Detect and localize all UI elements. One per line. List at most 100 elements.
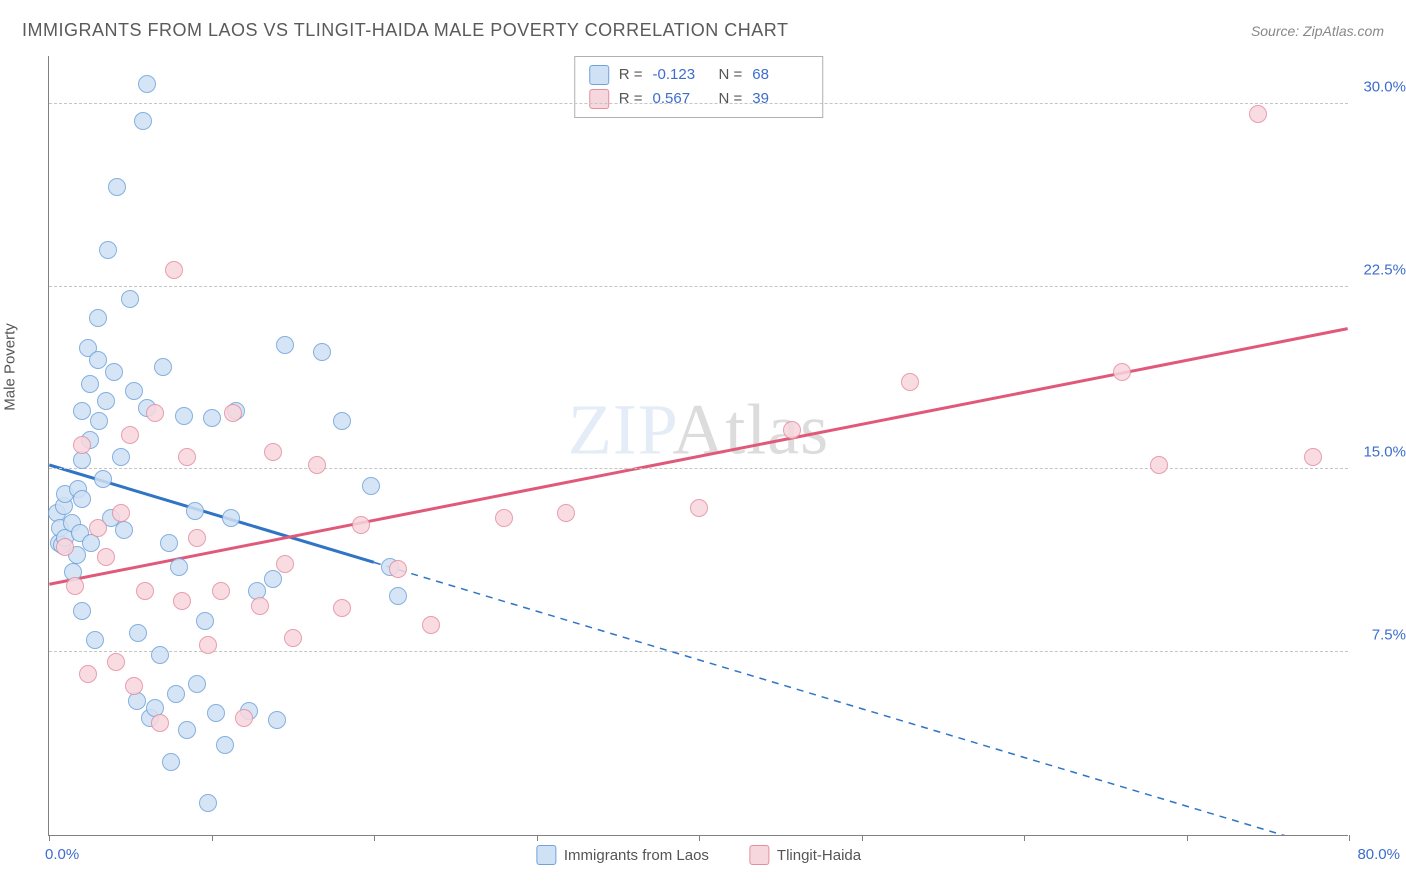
source-prefix: Source: (1251, 23, 1303, 39)
x-tick (1349, 835, 1350, 841)
data-point-tlingit (1113, 363, 1131, 381)
chart-title: IMMIGRANTS FROM LAOS VS TLINGIT-HAIDA MA… (22, 20, 788, 41)
data-point-laos (160, 534, 178, 552)
data-point-laos (97, 392, 115, 410)
watermark-zip: ZIP (568, 389, 672, 469)
x-tick (1024, 835, 1025, 841)
data-point-tlingit (284, 629, 302, 647)
data-point-tlingit (352, 516, 370, 534)
data-point-tlingit (901, 373, 919, 391)
data-point-tlingit (276, 555, 294, 573)
data-point-tlingit (97, 548, 115, 566)
y-tick-label: 15.0% (1363, 444, 1406, 461)
legend-swatch-tlingit (749, 845, 769, 865)
data-point-laos (162, 753, 180, 771)
data-point-tlingit (1304, 448, 1322, 466)
data-point-laos (186, 502, 204, 520)
data-point-laos (138, 75, 156, 93)
data-point-tlingit (173, 592, 191, 610)
x-tick (862, 835, 863, 841)
x-tick (212, 835, 213, 841)
y-tick-label: 7.5% (1372, 627, 1406, 644)
data-point-laos (81, 375, 99, 393)
data-point-tlingit (235, 709, 253, 727)
data-point-laos (199, 794, 217, 812)
correlation-stats-box: R = -0.123 N = 68 R = 0.567 N = 39 (574, 56, 824, 118)
data-point-tlingit (151, 714, 169, 732)
n-value-tlingit: 39 (752, 87, 808, 111)
watermark-atlas: Atlas (672, 389, 829, 469)
data-point-tlingit (308, 456, 326, 474)
data-point-laos (276, 336, 294, 354)
data-point-laos (178, 721, 196, 739)
x-tick (374, 835, 375, 841)
data-point-laos (188, 675, 206, 693)
gridline (49, 103, 1348, 104)
legend-item-laos: Immigrants from Laos (536, 845, 709, 865)
scatter-chart: ZIPAtlas R = -0.123 N = 68 R = 0.567 N =… (48, 56, 1348, 836)
data-point-tlingit (557, 504, 575, 522)
chart-source: Source: ZipAtlas.com (1251, 23, 1384, 39)
data-point-laos (264, 570, 282, 588)
stats-row-laos: R = -0.123 N = 68 (589, 63, 809, 87)
data-point-laos (99, 241, 117, 259)
y-axis-label: Male Poverty (2, 323, 19, 411)
data-point-laos (207, 704, 225, 722)
data-point-laos (333, 412, 351, 430)
data-point-laos (112, 448, 130, 466)
data-point-laos (196, 612, 214, 630)
data-point-tlingit (251, 597, 269, 615)
chart-header: IMMIGRANTS FROM LAOS VS TLINGIT-HAIDA MA… (22, 20, 1384, 41)
data-point-laos (86, 631, 104, 649)
data-point-tlingit (112, 504, 130, 522)
data-point-tlingit (56, 538, 74, 556)
swatch-tlingit (589, 89, 609, 109)
x-max-label: 80.0% (1357, 846, 1400, 863)
data-point-laos (129, 624, 147, 642)
legend-swatch-laos (536, 845, 556, 865)
x-tick (49, 835, 50, 841)
data-point-laos (216, 736, 234, 754)
data-point-tlingit (121, 426, 139, 444)
data-point-laos (222, 509, 240, 527)
data-point-tlingit (89, 519, 107, 537)
data-point-laos (154, 358, 172, 376)
data-point-tlingit (178, 448, 196, 466)
data-point-laos (151, 646, 169, 664)
data-point-tlingit (66, 577, 84, 595)
r-label: R = (619, 63, 643, 87)
data-point-laos (73, 602, 91, 620)
y-tick-label: 22.5% (1363, 261, 1406, 278)
data-point-laos (115, 521, 133, 539)
data-point-laos (89, 351, 107, 369)
x-tick (699, 835, 700, 841)
y-tick-label: 30.0% (1363, 78, 1406, 95)
data-point-tlingit (1249, 105, 1267, 123)
n-value-laos: 68 (752, 63, 808, 87)
data-point-tlingit (199, 636, 217, 654)
source-name: ZipAtlas.com (1303, 23, 1384, 39)
data-point-laos (90, 412, 108, 430)
n-label: N = (719, 87, 743, 111)
legend-label-laos: Immigrants from Laos (564, 847, 709, 864)
data-point-laos (125, 382, 143, 400)
r-label: R = (619, 87, 643, 111)
data-point-laos (167, 685, 185, 703)
data-point-tlingit (333, 599, 351, 617)
gridline (49, 286, 1348, 287)
x-tick (537, 835, 538, 841)
data-point-tlingit (1150, 456, 1168, 474)
trend-line-dashed-laos (374, 562, 1348, 835)
data-point-tlingit (389, 560, 407, 578)
data-point-laos (73, 402, 91, 420)
legend-item-tlingit: Tlingit-Haida (749, 845, 861, 865)
r-value-tlingit: 0.567 (653, 87, 709, 111)
data-point-laos (108, 178, 126, 196)
r-value-laos: -0.123 (653, 63, 709, 87)
n-label: N = (719, 63, 743, 87)
data-point-laos (121, 290, 139, 308)
data-point-laos (105, 363, 123, 381)
data-point-tlingit (125, 677, 143, 695)
data-point-laos (73, 490, 91, 508)
data-point-laos (389, 587, 407, 605)
